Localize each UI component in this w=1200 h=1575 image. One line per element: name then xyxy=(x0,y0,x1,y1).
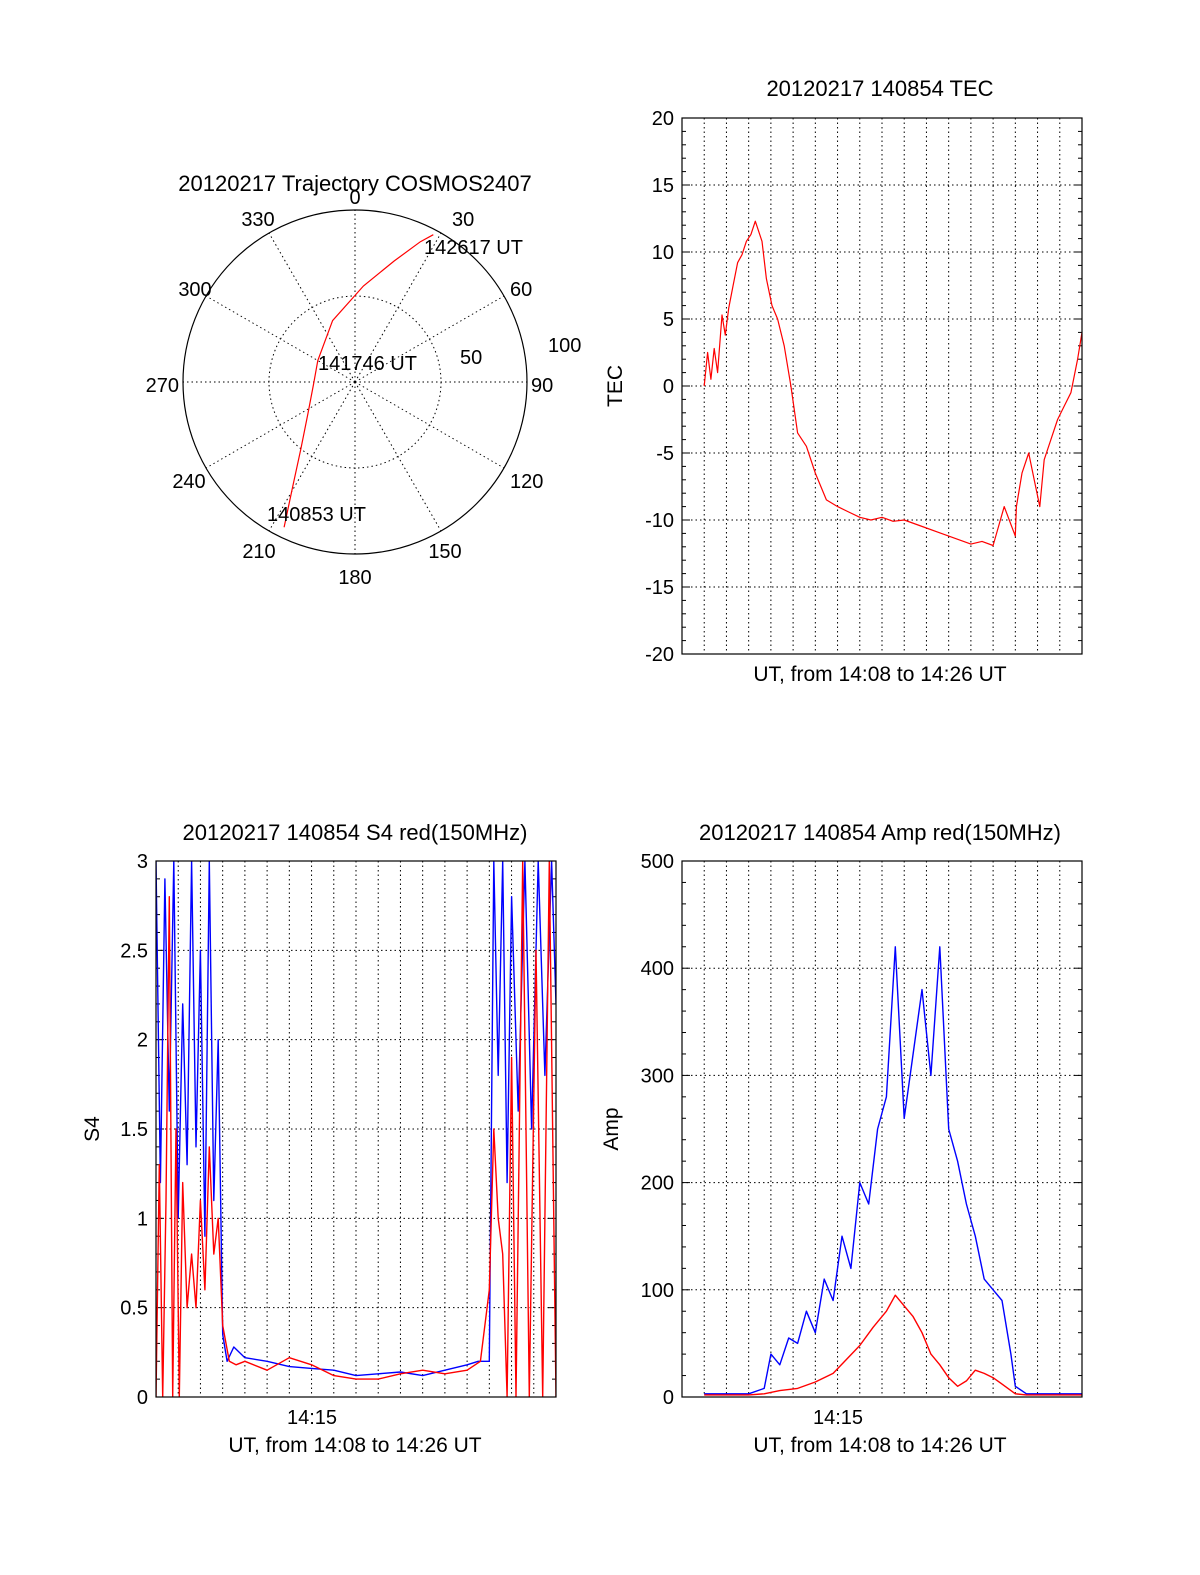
trajectory-outer-circle xyxy=(182,209,528,555)
y-tick-label: 1.5 xyxy=(120,1119,148,1141)
tec-ylabel: TEC xyxy=(604,365,627,407)
trajectory-spoke xyxy=(268,381,356,532)
trajectory-azimuth-label: 210 xyxy=(242,541,275,563)
y-tick-label: 100 xyxy=(641,1280,674,1302)
trajectory-azimuth-label: 90 xyxy=(531,375,553,397)
series-line xyxy=(703,220,1082,547)
tec-grid xyxy=(682,117,1082,655)
y-tick-label: 0 xyxy=(663,1387,674,1409)
s4-xtick-label: 14:15 xyxy=(287,1407,337,1429)
y-tick-label: 400 xyxy=(641,958,674,980)
amp-ylabel: Amp xyxy=(600,1107,623,1150)
trajectory-ring xyxy=(268,295,442,469)
y-tick-label: 500 xyxy=(641,851,674,873)
trajectory-azimuth-label: 30 xyxy=(452,209,474,231)
y-tick-label: 1 xyxy=(137,1208,148,1230)
series-line xyxy=(704,946,1082,1395)
trajectory-azimuth-label: 270 xyxy=(146,375,179,397)
trajectory-azimuth-label: 120 xyxy=(510,471,543,493)
trajectory-spoke xyxy=(205,381,356,469)
tec-y-tick-labels: 20 15 10 5 0 -5 -10 -15 -20 xyxy=(645,108,674,666)
trajectory-azimuth-label: 0 xyxy=(349,187,360,209)
trajectory-azimuth-label: 300 xyxy=(178,279,211,301)
y-tick-label: 3 xyxy=(137,851,148,873)
y-tick-label: 0 xyxy=(663,376,674,398)
tec-title: 20120217 140854 TEC xyxy=(766,76,993,101)
trajectory-azimuth-labels: 0 30 60 90 120 150 180 210 240 270 300 330 xyxy=(146,187,554,589)
amp-xlabel: UT, from 14:08 to 14:26 UT xyxy=(753,1434,1006,1457)
trajectory-azimuth-label: 330 xyxy=(241,209,274,231)
trajectory-series xyxy=(283,234,434,528)
trajectory-spoke xyxy=(268,232,356,383)
trajectory-azimuth-label: 60 xyxy=(510,279,532,301)
s4-xlabel: UT, from 14:08 to 14:26 UT xyxy=(228,1434,481,1457)
trajectory-azimuth-label: 180 xyxy=(338,567,371,589)
s4-chart: 20120217 140854 S4 red(150MHz) 3 2.5 2 1.5 1… xyxy=(81,820,557,1457)
amp-frame xyxy=(681,860,1083,1398)
y-tick-label: -10 xyxy=(645,510,674,532)
tec-series xyxy=(703,220,1082,547)
s4-title: 20120217 140854 S4 red(150MHz) xyxy=(183,820,528,845)
y-tick-label: 15 xyxy=(652,175,674,197)
trajectory-line xyxy=(283,234,434,528)
trajectory-start-annotation: 140853 UT xyxy=(267,504,366,526)
amp-y-tick-labels: 500 400 300 200 100 0 xyxy=(641,851,674,1409)
y-tick-label: -20 xyxy=(645,644,674,666)
s4-frame xyxy=(155,860,557,1398)
trajectory-azimuth-label: 240 xyxy=(172,471,205,493)
amp-series xyxy=(704,946,1082,1396)
trajectory-mid-annotation: 141746 UT xyxy=(318,353,417,375)
trajectory-chart: 20120217 Trajectory COSMOS2407 0 30 60 90 12… xyxy=(146,171,582,589)
s4-series xyxy=(156,861,556,1397)
amp-title: 20120217 140854 Amp red(150MHz) xyxy=(699,820,1061,845)
s4-y-tick-labels: 3 2.5 2 1.5 1 0.5 0 xyxy=(120,851,148,1409)
tec-frame xyxy=(681,117,1083,655)
series-line xyxy=(156,861,556,1377)
y-tick-label: -15 xyxy=(645,577,674,599)
trajectory-spoke xyxy=(354,232,442,383)
y-tick-label: 300 xyxy=(641,1065,674,1087)
trajectory-radius-label-50: 50 xyxy=(460,347,482,369)
y-tick-label: 0.5 xyxy=(120,1298,148,1320)
trajectory-spoke xyxy=(354,295,505,383)
trajectory-spoke xyxy=(354,381,442,532)
tec-chart: 20120217 140854 TEC 20151050-5-10-15-20 … xyxy=(604,76,1083,686)
amp-grid xyxy=(682,860,1082,1398)
y-tick-label: -5 xyxy=(656,443,674,465)
trajectory-end-annotation: 142617 UT xyxy=(424,237,523,259)
series-line xyxy=(156,861,556,1397)
trajectory-radius-label-100: 100 xyxy=(548,335,581,357)
y-tick-label: 20 xyxy=(652,108,674,130)
series-line xyxy=(704,1294,1082,1396)
y-tick-label: 2.5 xyxy=(120,940,148,962)
trajectory-spoke xyxy=(205,295,356,383)
trajectory-grid xyxy=(183,210,527,554)
amp-chart: 20120217 140854 Amp red(150MHz) 500 400 30… xyxy=(600,820,1083,1457)
amp-xtick-label: 14:15 xyxy=(813,1407,863,1429)
y-tick-label: 0 xyxy=(137,1387,148,1409)
trajectory-title: 20120217 Trajectory COSMOS2407 xyxy=(178,171,531,196)
tec-xlabel: UT, from 14:08 to 14:26 UT xyxy=(753,663,1006,686)
y-tick-label: 10 xyxy=(652,242,674,264)
y-tick-label: 200 xyxy=(641,1173,674,1195)
s4-ylabel: S4 xyxy=(81,1116,104,1142)
trajectory-azimuth-label: 150 xyxy=(428,541,461,563)
y-tick-label: 5 xyxy=(663,309,674,331)
y-tick-label: 2 xyxy=(137,1030,148,1052)
